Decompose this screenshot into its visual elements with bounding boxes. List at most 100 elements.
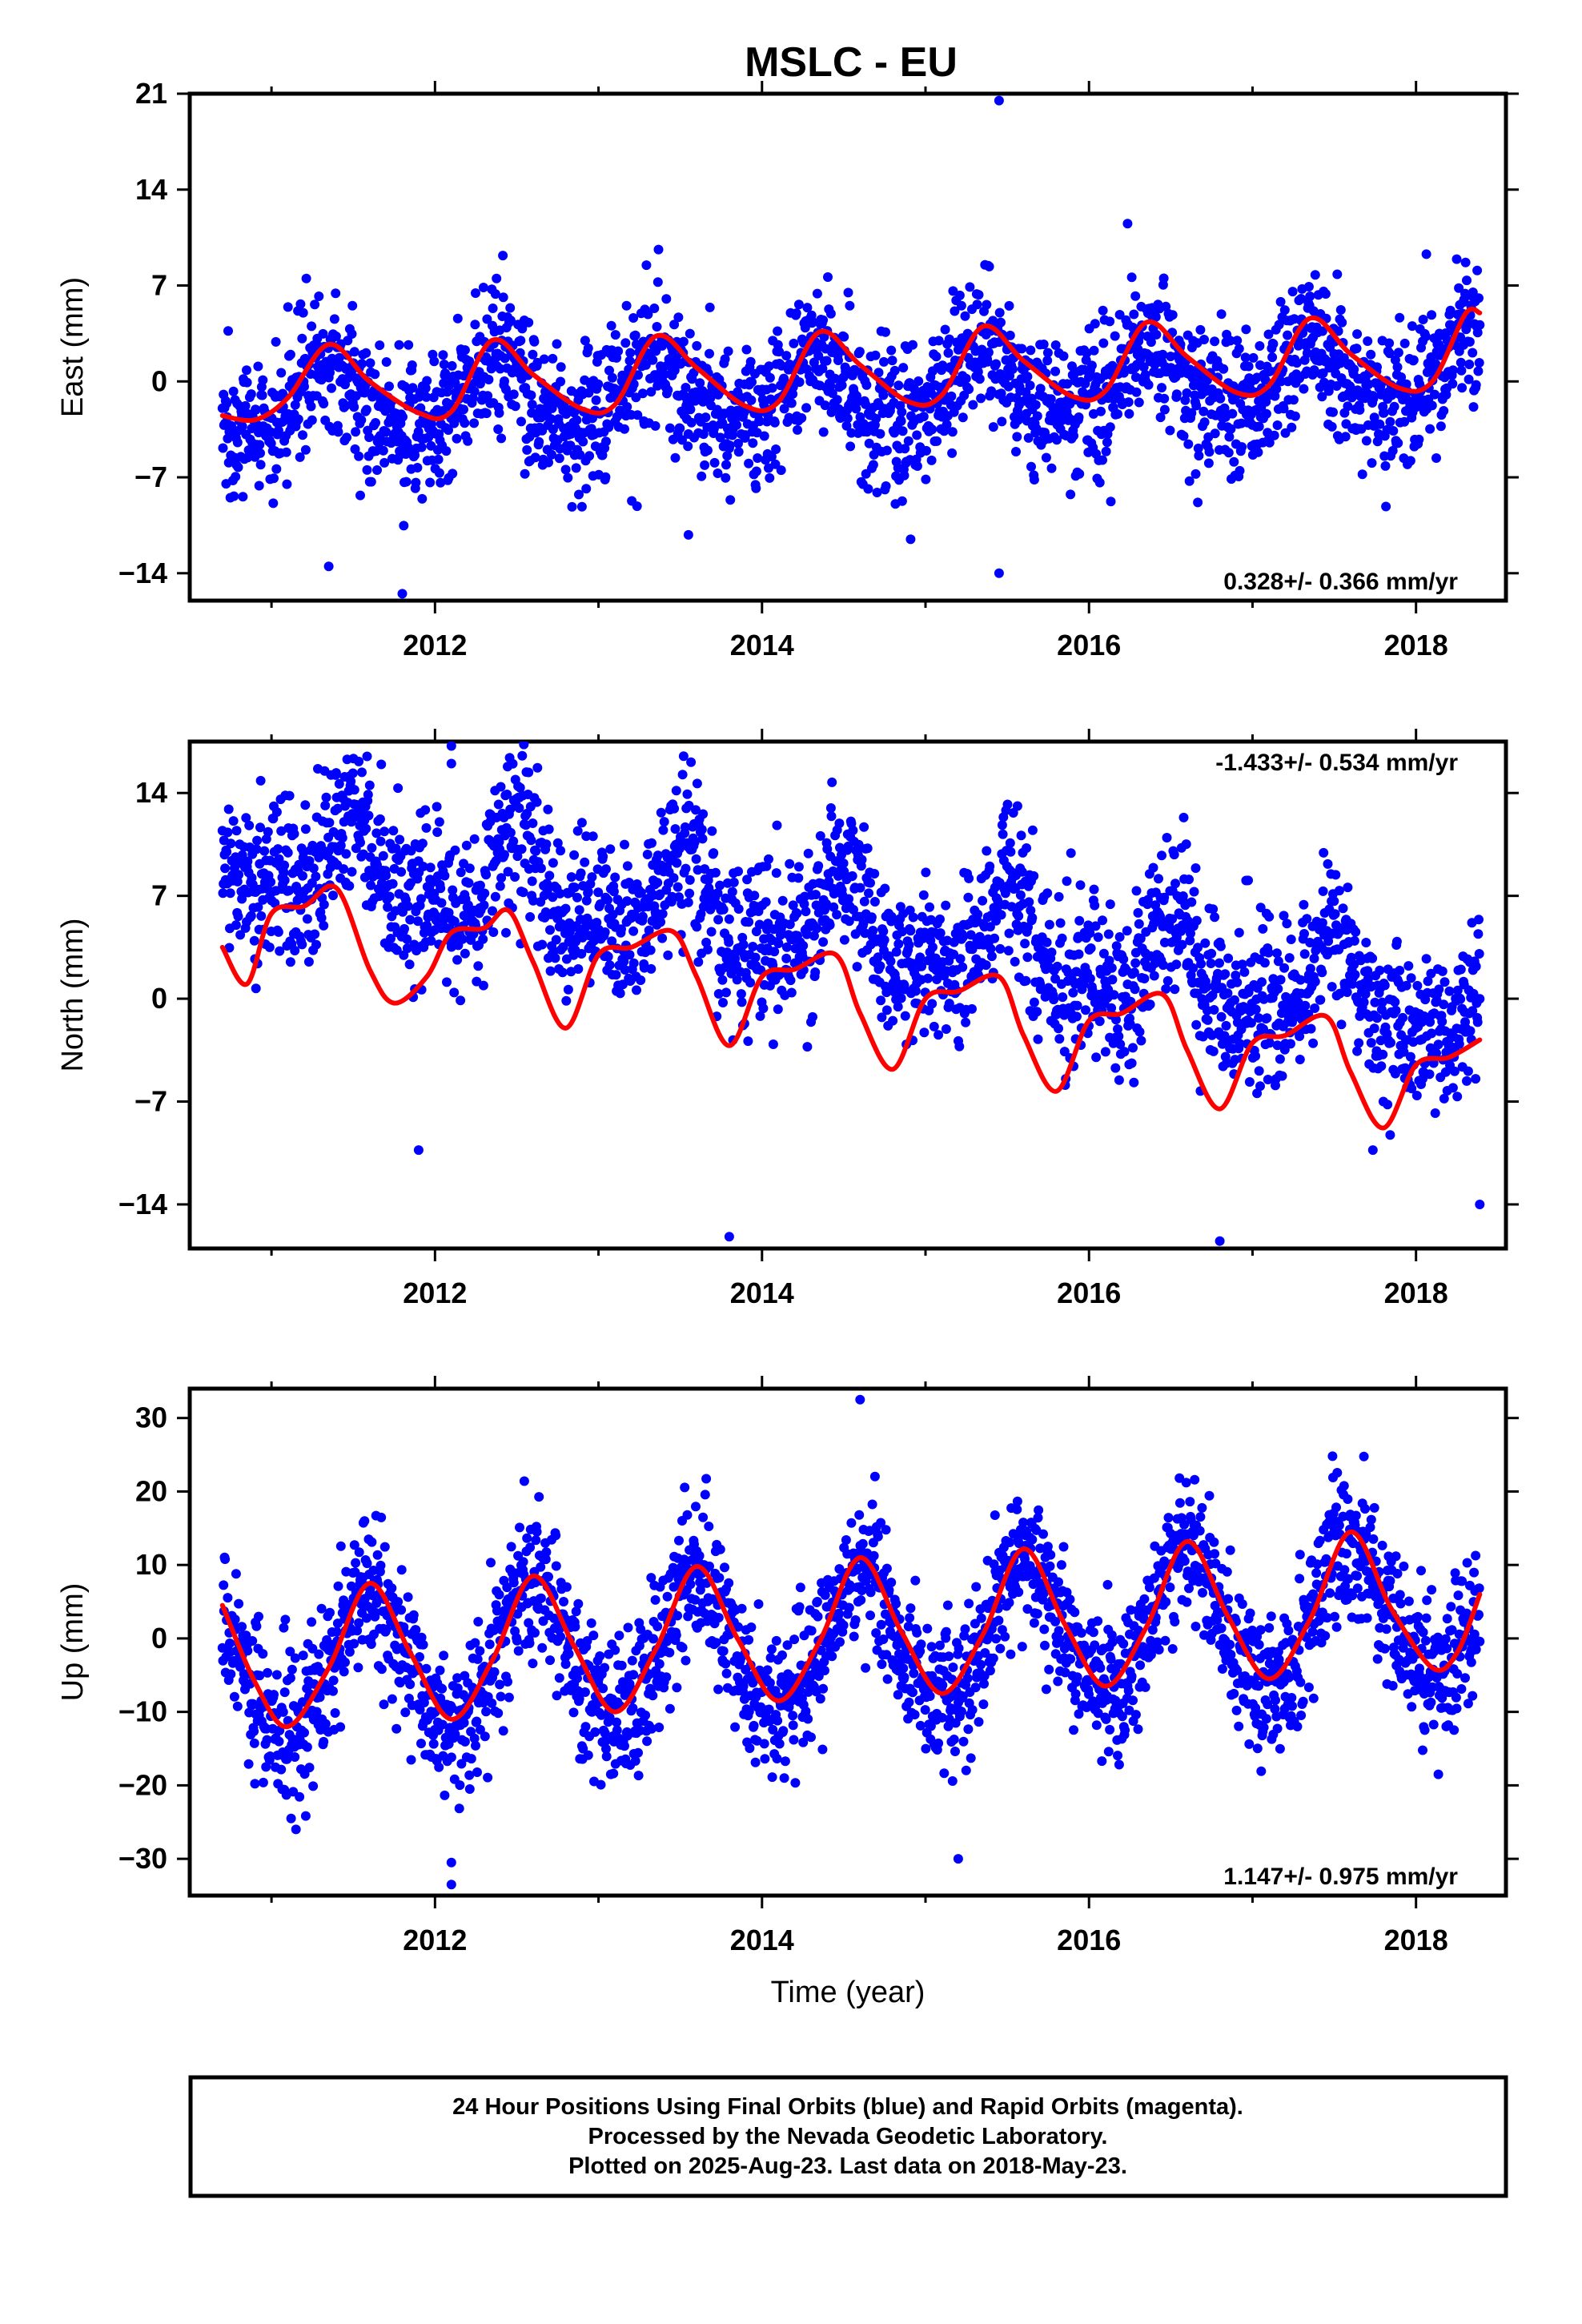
data-point (395, 834, 405, 845)
data-point (1027, 913, 1038, 923)
data-point (926, 455, 937, 465)
data-point (813, 351, 824, 361)
data-point (1437, 966, 1447, 976)
data-point (604, 422, 614, 432)
data-point (1090, 900, 1100, 911)
data-point (1411, 1091, 1422, 1100)
data-point (964, 873, 974, 883)
data-point (1235, 465, 1245, 476)
data-point (1123, 397, 1134, 408)
data-point (446, 742, 456, 751)
data-point (673, 312, 684, 323)
data-point (1275, 1054, 1285, 1064)
data-point (240, 400, 251, 411)
data-point (223, 1593, 233, 1603)
data-point (776, 465, 786, 476)
data-point (1421, 954, 1431, 964)
data-point (747, 377, 757, 388)
data-point (349, 347, 359, 357)
data-point (1264, 437, 1275, 448)
data-point (1071, 1011, 1082, 1022)
data-point (1093, 932, 1103, 943)
data-point (1023, 432, 1034, 443)
data-point (1284, 953, 1295, 963)
data-point (897, 426, 908, 436)
data-point (852, 397, 862, 407)
data-point (1244, 1077, 1255, 1087)
data-point (1430, 389, 1439, 400)
data-point (536, 863, 546, 874)
data-point (387, 879, 398, 889)
data-point (785, 919, 795, 930)
data-point (583, 887, 593, 897)
data-point (408, 383, 418, 393)
data-point (1449, 1066, 1460, 1076)
data-point (544, 457, 553, 468)
data-point (1357, 469, 1367, 480)
data-point (273, 927, 283, 937)
data-point (564, 927, 575, 937)
data-point (1384, 338, 1395, 348)
data-point (1210, 336, 1220, 347)
data-point (554, 453, 564, 464)
data-point (566, 967, 576, 977)
data-point (1334, 886, 1344, 896)
data-point (1354, 1038, 1364, 1048)
data-point (1050, 366, 1061, 376)
data-point (888, 1015, 898, 1026)
data-point (1272, 420, 1283, 430)
data-point (1340, 432, 1351, 442)
data-point (976, 393, 986, 404)
data-point (1105, 316, 1115, 327)
data-point (1027, 825, 1038, 835)
data-point (982, 846, 992, 856)
data-point (1240, 352, 1251, 363)
data-point (881, 445, 892, 456)
data-point (527, 876, 537, 887)
data-point (998, 829, 1008, 839)
data-point (691, 805, 701, 815)
data-point (281, 447, 291, 457)
data-point (758, 1003, 769, 1014)
data-point (1202, 982, 1212, 992)
y-tick-label: −14 (118, 557, 167, 589)
data-point (1279, 911, 1289, 921)
data-point (560, 464, 571, 475)
data-point (1389, 401, 1399, 412)
data-point (1059, 1047, 1070, 1057)
data-point (773, 939, 784, 948)
data-point (572, 922, 582, 932)
data-point (859, 896, 869, 907)
data-point (982, 356, 993, 367)
data-point (1407, 321, 1417, 332)
data-point (603, 895, 612, 905)
data-point (1090, 319, 1100, 329)
rate-label: 0.328+/- 0.366 mm/yr (1223, 569, 1458, 595)
data-point (941, 1024, 951, 1034)
data-point (622, 896, 632, 907)
data-point (791, 308, 801, 319)
data-point (607, 372, 617, 383)
data-point (1381, 501, 1391, 512)
y-tick-label: 7 (151, 269, 167, 302)
data-point (913, 376, 924, 386)
data-point (515, 782, 525, 793)
data-point (982, 300, 992, 310)
data-point (258, 375, 268, 385)
data-point (673, 882, 683, 892)
data-point (879, 356, 889, 367)
x-tick-label: 2018 (1384, 629, 1448, 661)
data-point (436, 477, 446, 488)
data-point (237, 1622, 247, 1632)
data-point (1199, 417, 1210, 428)
data-point (834, 818, 845, 829)
data-point (481, 408, 492, 419)
data-point (1206, 959, 1216, 968)
data-point (1347, 392, 1357, 403)
data-point (1275, 975, 1286, 985)
data-point (1463, 1066, 1473, 1076)
data-point (398, 412, 408, 422)
data-point (1309, 953, 1319, 963)
data-point (692, 778, 702, 789)
